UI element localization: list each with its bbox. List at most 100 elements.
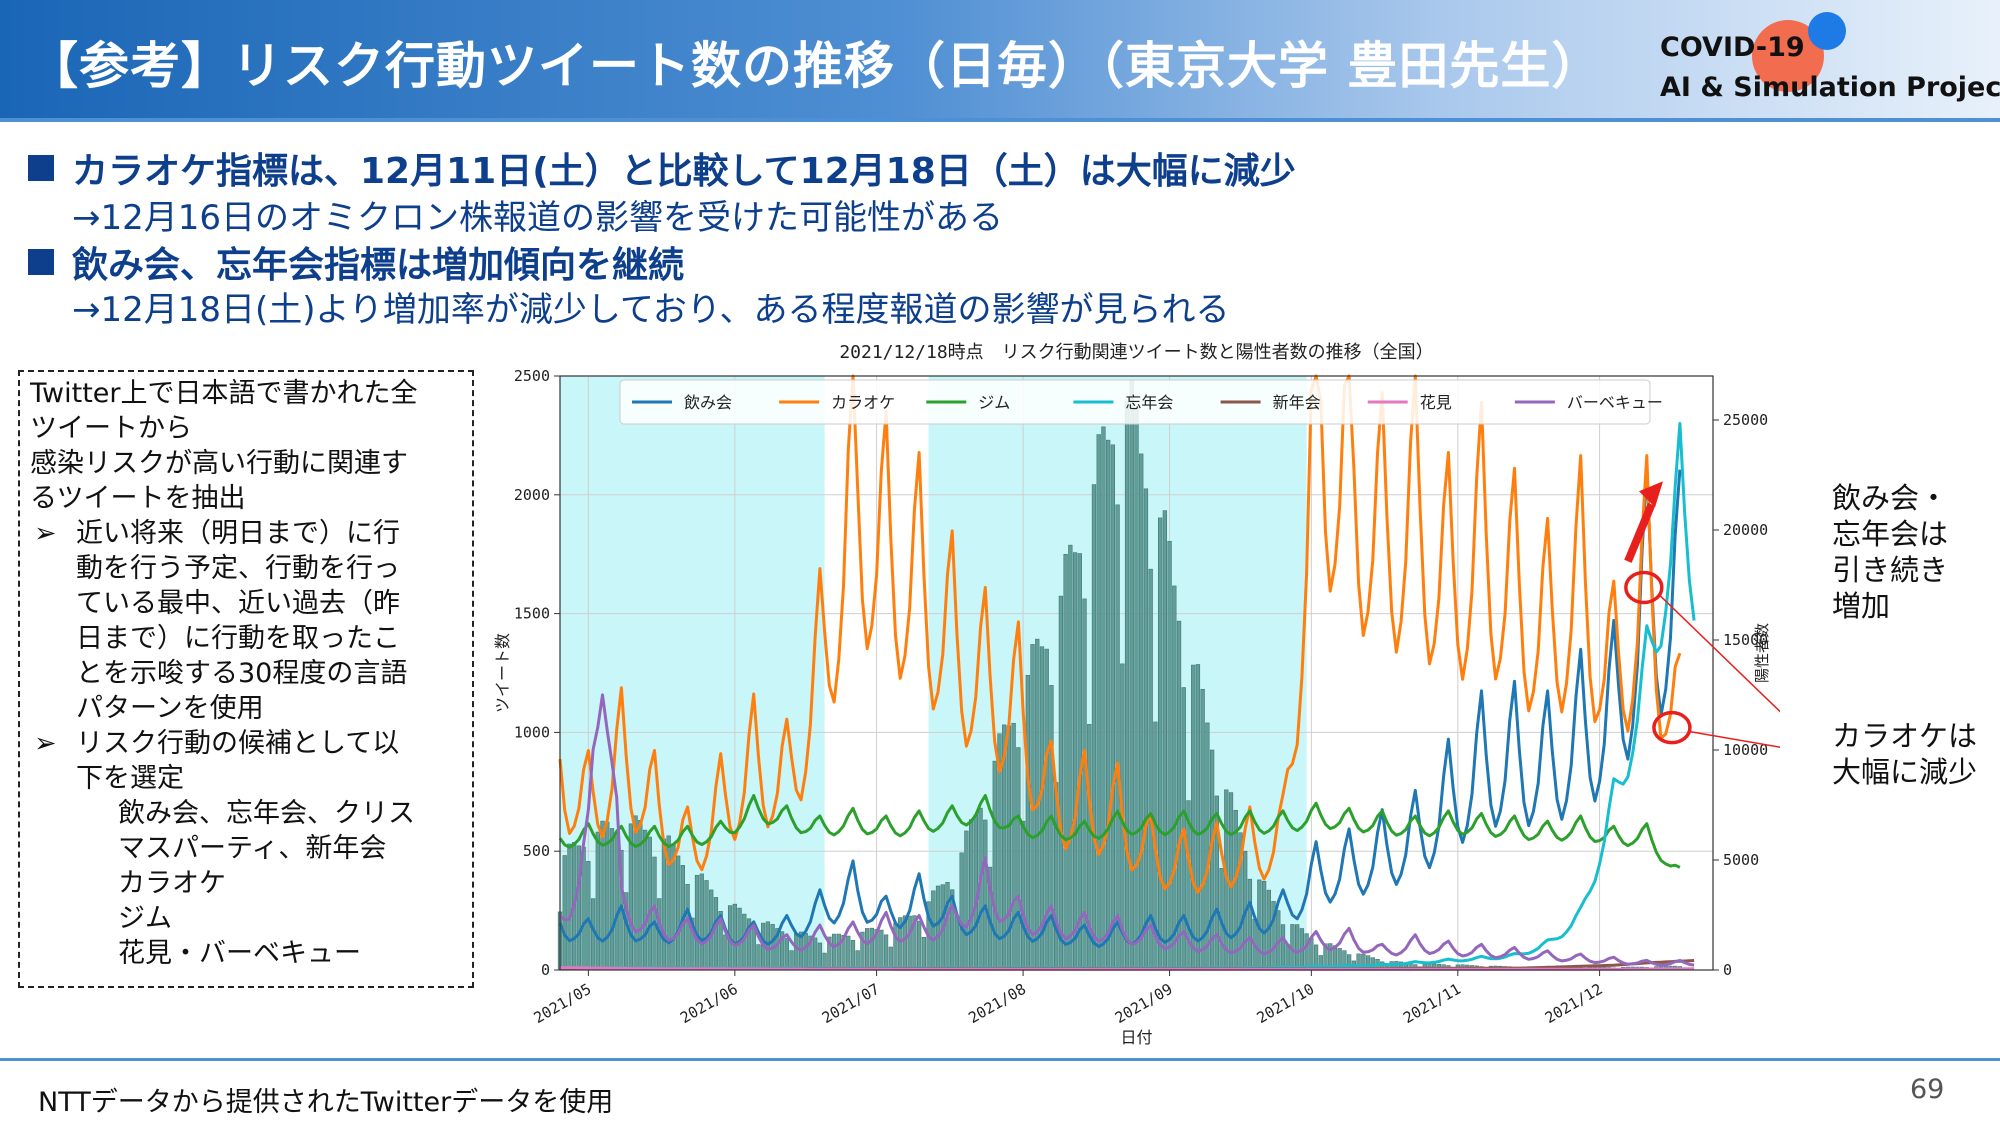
case-bar xyxy=(567,843,572,971)
case-bar xyxy=(968,819,974,971)
tweet-trend-chart: 2021/12/18時点 リスク行動関連ツイート数と陽性者数の推移（全国） 0 50… xyxy=(493,342,1780,1047)
y2-tick-label: 0 xyxy=(1723,961,1732,979)
case-bar xyxy=(1195,664,1201,971)
increase-arrow-shaft xyxy=(1624,502,1656,563)
case-bar xyxy=(694,874,700,971)
y2-tick-label: 10000 xyxy=(1723,741,1768,759)
case-bar xyxy=(916,920,922,971)
case-bar xyxy=(586,861,591,971)
case-bar xyxy=(642,829,648,971)
bullet-2-text: 飲み会、忘年会指標は増加傾向を継続 xyxy=(72,245,685,286)
case-bar xyxy=(803,933,808,971)
annotation-line: 大幅に減少 xyxy=(1832,755,1978,789)
note-item-line: 近い将来（明日まで）に行 xyxy=(76,518,400,549)
y-tick-label: 1000 xyxy=(514,723,550,741)
case-bar xyxy=(813,937,818,971)
case-bar xyxy=(1129,380,1134,971)
case-bar xyxy=(907,915,912,971)
case-bar xyxy=(869,927,875,971)
case-bar xyxy=(1191,664,1196,971)
note-item-line: とを示唆する30程度の言語 xyxy=(76,658,408,689)
note-line: ツイートから xyxy=(30,413,192,444)
case-bar xyxy=(935,885,941,971)
square-bullet-icon xyxy=(28,155,54,181)
case-bar xyxy=(836,933,841,971)
case-bar xyxy=(846,935,851,971)
case-bar xyxy=(756,944,761,971)
series-line-6 xyxy=(559,693,1695,967)
arrow-bullet-icon: ➢ xyxy=(34,518,57,549)
y-tick-label: 0 xyxy=(541,961,550,979)
note-item-line: パターンを使用 xyxy=(76,693,264,724)
bullet-1-text: カラオケ指標は、12月11日(土）と比較して12月18日（土）は大幅に減少 xyxy=(72,151,1296,192)
x-tick-label: 2021/05 xyxy=(531,980,595,1027)
method-note-box: Twitter上で日本語で書かれた全 ツイートから 感染リスクが高い行動に関連す… xyxy=(18,370,474,988)
case-bar xyxy=(1068,544,1073,971)
y2-tick-label: 20000 xyxy=(1723,521,1768,539)
case-bar xyxy=(1148,568,1153,971)
header-band xyxy=(0,0,2000,118)
y2-tick-label: 5000 xyxy=(1723,851,1759,869)
note-subline: 飲み会、忘年会、クリス xyxy=(118,798,415,829)
highlight-circle-increase xyxy=(1624,570,1664,605)
case-bar xyxy=(1072,552,1078,971)
y-tick-label: 1500 xyxy=(514,605,550,623)
case-bar xyxy=(751,927,756,971)
note-line: Twitter上で日本語で書かれた全 xyxy=(30,378,418,409)
case-bar xyxy=(921,937,926,971)
case-bar xyxy=(959,852,964,971)
chart-legend: 飲み会 カラオケ ジム 忘年会 新年会 花見 バーベキュー xyxy=(619,379,1663,425)
annotation-line: カラオケは xyxy=(1832,719,1978,753)
annotation-line: 引き続き xyxy=(1832,553,1949,587)
y-tick-label: 500 xyxy=(523,842,550,860)
x-tick-label: 2021/08 xyxy=(965,980,1029,1027)
case-bar xyxy=(883,934,889,971)
y-axis-label: ツイート数 xyxy=(493,633,512,713)
page-number: 69 xyxy=(1910,1074,1945,1105)
case-bar xyxy=(964,830,969,971)
x-tick-label: 2021/07 xyxy=(819,980,883,1027)
bullet-1: カラオケ指標は、12月11日(土）と比較して12月18日（土）は大幅に減少 xyxy=(28,142,1296,194)
bullet-2: 飲み会、忘年会指標は増加傾向を継続 xyxy=(28,236,684,288)
x-tick-label: 2021/10 xyxy=(1254,980,1318,1027)
case-bar xyxy=(1049,685,1054,971)
plot-frame xyxy=(559,375,1714,971)
connector-line xyxy=(1659,594,1780,713)
note-subline: 花見・バーベキュー xyxy=(118,938,361,969)
case-bar xyxy=(1304,933,1309,971)
y2-tick-label: 15000 xyxy=(1723,631,1768,649)
case-bar xyxy=(633,815,638,971)
slide-title: 【参考】リスク行動ツイート数の推移（日毎）（東京大学 豊田先生） xyxy=(28,37,1603,95)
note-line: るツイートを抽出 xyxy=(30,483,246,514)
arrow-bullet-icon: ➢ xyxy=(34,728,57,759)
note-item-line: ている最中、近い過去（昨 xyxy=(76,588,400,619)
case-bar xyxy=(931,890,936,971)
case-bar xyxy=(1162,510,1167,971)
case-bar xyxy=(1143,488,1149,971)
case-bar xyxy=(704,880,709,971)
case-bar xyxy=(1101,426,1106,971)
case-bar xyxy=(595,831,600,971)
data-source-note: NTTデータから提供されたTwitterデータを使用 xyxy=(38,1087,614,1118)
case-bar xyxy=(1063,553,1068,971)
series-line-2 xyxy=(558,794,1681,869)
connector-line xyxy=(1689,730,1780,748)
case-bar xyxy=(1134,407,1139,971)
header-rule xyxy=(0,118,2000,122)
note-subline: カラオケ xyxy=(118,868,226,899)
case-bar xyxy=(723,934,728,971)
x-tick-label: 2021/06 xyxy=(677,980,741,1027)
case-bar xyxy=(865,928,870,971)
note-item-line: 日まで）に行動を取ったこ xyxy=(76,623,400,654)
case-bar xyxy=(685,884,690,971)
legend-label: 花見 xyxy=(1420,393,1452,412)
logo-blue-circle xyxy=(1808,12,1846,50)
legend-label: カラオケ xyxy=(831,393,895,412)
note-subline: ジム xyxy=(118,903,172,934)
case-bar xyxy=(1016,747,1021,971)
y-tick-label: 2000 xyxy=(514,486,550,504)
footer-rule xyxy=(0,1058,2000,1061)
tweet-series-lines xyxy=(558,374,1696,971)
case-bar xyxy=(1011,722,1016,971)
case-bar xyxy=(1167,541,1172,971)
